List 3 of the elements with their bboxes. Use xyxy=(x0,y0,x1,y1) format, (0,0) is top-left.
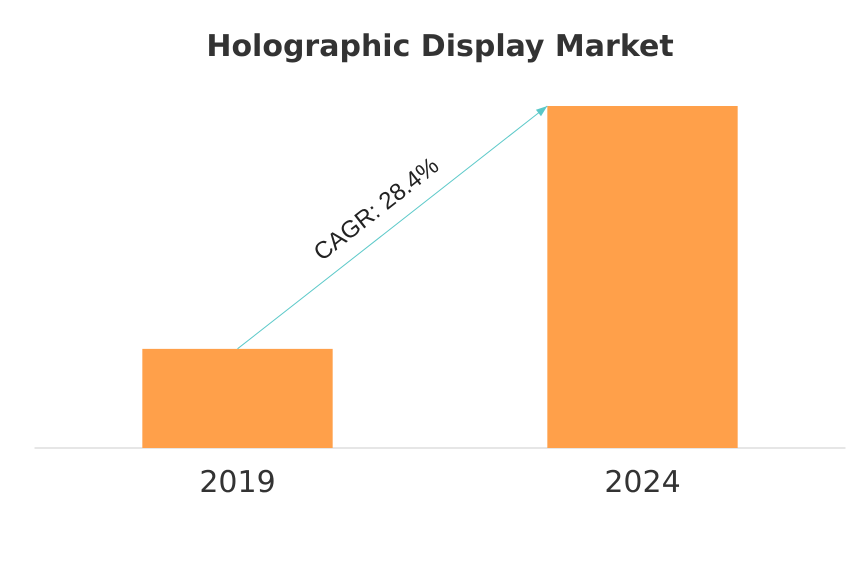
x-tick-label: 2024 xyxy=(604,464,681,500)
chart-title: Holographic Display Market xyxy=(206,28,674,64)
x-tick-label: 2019 xyxy=(199,464,276,500)
